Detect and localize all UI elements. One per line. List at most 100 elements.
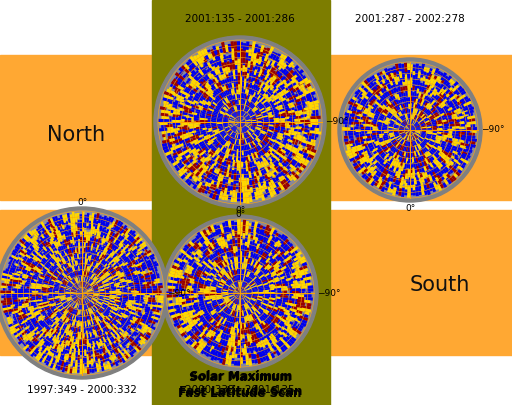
Polygon shape xyxy=(158,286,163,288)
Polygon shape xyxy=(35,331,39,335)
Polygon shape xyxy=(56,235,61,243)
Polygon shape xyxy=(256,137,261,142)
Polygon shape xyxy=(421,130,426,132)
Polygon shape xyxy=(19,252,25,257)
Polygon shape xyxy=(84,215,87,220)
Polygon shape xyxy=(414,134,418,139)
Polygon shape xyxy=(201,131,208,135)
Polygon shape xyxy=(15,325,24,331)
Polygon shape xyxy=(408,169,410,175)
Polygon shape xyxy=(440,86,446,92)
Polygon shape xyxy=(110,296,116,298)
Polygon shape xyxy=(251,292,259,293)
Polygon shape xyxy=(374,162,379,167)
Polygon shape xyxy=(292,301,298,305)
Polygon shape xyxy=(64,232,69,241)
Polygon shape xyxy=(77,283,80,288)
Polygon shape xyxy=(236,122,240,126)
Polygon shape xyxy=(365,121,373,125)
Polygon shape xyxy=(273,64,278,70)
Polygon shape xyxy=(180,86,187,92)
Polygon shape xyxy=(210,64,215,71)
Polygon shape xyxy=(65,255,70,263)
Polygon shape xyxy=(217,284,224,287)
Polygon shape xyxy=(99,354,103,359)
Polygon shape xyxy=(131,290,139,292)
Polygon shape xyxy=(292,87,300,93)
Polygon shape xyxy=(67,213,71,223)
Polygon shape xyxy=(205,257,213,264)
Polygon shape xyxy=(42,329,49,336)
Polygon shape xyxy=(61,354,65,360)
Polygon shape xyxy=(94,277,99,282)
Polygon shape xyxy=(90,231,93,237)
Polygon shape xyxy=(72,326,75,331)
Polygon shape xyxy=(47,261,53,268)
Polygon shape xyxy=(79,288,82,293)
Polygon shape xyxy=(234,122,240,124)
Polygon shape xyxy=(265,79,271,86)
Polygon shape xyxy=(382,110,388,115)
Polygon shape xyxy=(122,296,128,298)
Polygon shape xyxy=(96,270,100,275)
Polygon shape xyxy=(88,294,93,296)
Polygon shape xyxy=(468,132,475,136)
Polygon shape xyxy=(102,247,108,254)
Polygon shape xyxy=(242,151,244,157)
Polygon shape xyxy=(416,93,419,99)
Polygon shape xyxy=(221,132,227,136)
Polygon shape xyxy=(108,259,115,266)
Polygon shape xyxy=(50,353,54,360)
Polygon shape xyxy=(376,99,383,106)
Polygon shape xyxy=(410,130,415,133)
Polygon shape xyxy=(409,135,410,141)
Polygon shape xyxy=(176,286,182,289)
Polygon shape xyxy=(14,303,22,307)
Polygon shape xyxy=(399,145,403,150)
Polygon shape xyxy=(253,268,260,275)
Polygon shape xyxy=(180,249,186,254)
Polygon shape xyxy=(290,313,296,318)
Polygon shape xyxy=(90,272,93,278)
Polygon shape xyxy=(254,303,261,308)
Polygon shape xyxy=(76,293,82,294)
Polygon shape xyxy=(103,343,108,351)
Polygon shape xyxy=(240,357,243,364)
Polygon shape xyxy=(281,297,288,301)
Polygon shape xyxy=(176,141,182,145)
Polygon shape xyxy=(213,112,220,115)
Polygon shape xyxy=(210,72,215,79)
Polygon shape xyxy=(245,126,249,129)
Polygon shape xyxy=(449,124,455,127)
Polygon shape xyxy=(230,125,236,129)
Polygon shape xyxy=(237,145,239,151)
Polygon shape xyxy=(228,171,232,177)
Polygon shape xyxy=(88,232,91,238)
Polygon shape xyxy=(133,324,141,331)
Polygon shape xyxy=(206,168,213,178)
Polygon shape xyxy=(244,192,248,196)
Polygon shape xyxy=(8,281,14,284)
Polygon shape xyxy=(393,166,397,172)
Polygon shape xyxy=(245,137,248,143)
Polygon shape xyxy=(60,296,66,299)
Polygon shape xyxy=(282,92,291,98)
Polygon shape xyxy=(366,119,372,122)
Polygon shape xyxy=(80,305,82,311)
Polygon shape xyxy=(233,76,236,83)
Polygon shape xyxy=(273,86,278,91)
Polygon shape xyxy=(306,297,313,301)
Polygon shape xyxy=(244,323,246,329)
Polygon shape xyxy=(234,290,240,293)
Polygon shape xyxy=(369,164,375,170)
Polygon shape xyxy=(293,136,302,141)
Polygon shape xyxy=(430,75,435,81)
Polygon shape xyxy=(78,288,82,293)
Polygon shape xyxy=(115,226,120,232)
Polygon shape xyxy=(426,84,430,90)
Polygon shape xyxy=(408,157,410,163)
Polygon shape xyxy=(218,249,223,256)
Polygon shape xyxy=(222,254,227,262)
Polygon shape xyxy=(45,254,51,260)
Polygon shape xyxy=(361,81,368,88)
